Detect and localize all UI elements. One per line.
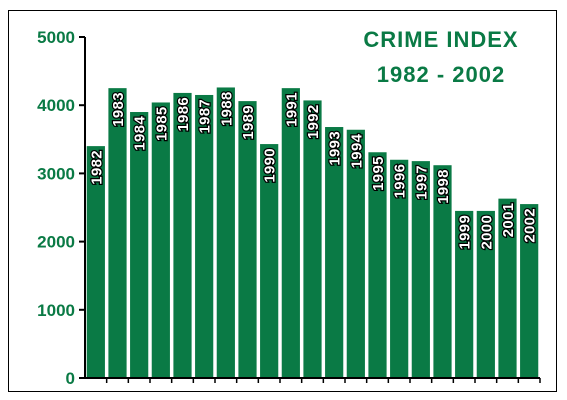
- bar-label-1984: 1984: [132, 116, 149, 151]
- bar-1994: [346, 129, 365, 378]
- bar-label-1996: 1996: [392, 164, 409, 199]
- bar-1984: [130, 112, 149, 379]
- bar-2001: [498, 198, 517, 378]
- bar-label-1997: 1997: [413, 165, 430, 200]
- bar-1982: [86, 146, 105, 378]
- x-axis: [85, 377, 541, 383]
- chart-title: CRIME INDEX: [363, 27, 518, 52]
- bar-2000: [476, 210, 495, 378]
- bar-label-1999: 1999: [457, 215, 474, 250]
- y-tick-label: 3000: [37, 164, 75, 183]
- bar-1991: [281, 88, 300, 379]
- y-tick-label: 5000: [37, 28, 75, 47]
- bar-label-1987: 1987: [197, 99, 214, 134]
- bar-1988: [216, 87, 235, 378]
- bar-label-1986: 1986: [175, 97, 192, 132]
- bar-label-1991: 1991: [283, 92, 300, 127]
- y-tick-label: 2000: [37, 233, 75, 252]
- bar-1999: [455, 210, 474, 378]
- bar-label-2002: 2002: [522, 208, 539, 243]
- bar-1995: [368, 152, 387, 378]
- bar-label-1990: 1990: [262, 148, 279, 183]
- bar-label-1989: 1989: [240, 105, 257, 140]
- bar-1998: [433, 165, 452, 378]
- bar-label-1995: 1995: [370, 156, 387, 191]
- y-tick-label: 0: [66, 369, 75, 388]
- chart-subtitle: 1982 - 2002: [377, 62, 505, 87]
- y-tick-label: 4000: [37, 96, 75, 115]
- bar-1990: [260, 144, 279, 378]
- bar-label-1994: 1994: [348, 133, 365, 168]
- bar-1989: [238, 101, 257, 378]
- bars-group: [86, 87, 539, 379]
- bar-label-1992: 1992: [305, 104, 322, 139]
- bar-label-2001: 2001: [500, 203, 517, 238]
- bar-label-1988: 1988: [218, 91, 235, 126]
- bar-label-1983: 1983: [110, 92, 127, 127]
- bar-label-2000: 2000: [478, 215, 495, 250]
- y-tick-label: 1000: [37, 301, 75, 320]
- bar-1997: [411, 161, 430, 378]
- bar-label-1985: 1985: [153, 106, 170, 141]
- bar-1986: [173, 92, 192, 378]
- bar-1983: [108, 88, 127, 379]
- y-axis: 0 1000 2000 3000 4000 5000: [37, 28, 86, 388]
- bar-1993: [325, 127, 344, 378]
- bar-label-1998: 1998: [435, 169, 452, 204]
- bar-2002: [520, 204, 539, 378]
- bar-label-1982: 1982: [88, 150, 105, 185]
- bar-label-1993: 1993: [327, 131, 344, 166]
- bar-1996: [390, 159, 409, 378]
- bar-labels-group: 1982 1983 1984 1985 1986 1987 1988 1989 1990 1991…: [87, 90, 540, 250]
- bar-1985: [151, 102, 170, 379]
- bar-1987: [195, 94, 214, 378]
- bar-1992: [303, 100, 322, 379]
